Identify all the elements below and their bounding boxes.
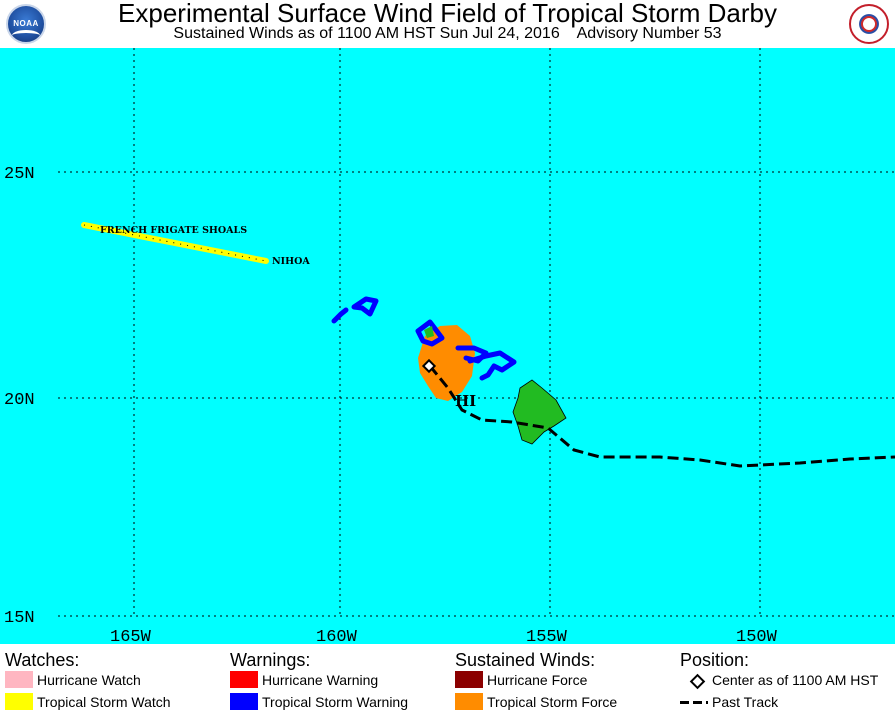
lat-label-15n: 15N [4, 609, 35, 628]
legend-hurricane-warning-label: Hurricane Warning [262, 672, 379, 688]
kauai-warning [351, 296, 379, 317]
tropical-storm-warning-swatch [230, 693, 258, 710]
noaa-logo-icon: NOAA [6, 4, 46, 44]
label-nihoa: NIHOA [272, 256, 310, 267]
nwhi-islets [83, 224, 267, 262]
legend-watches-heading: Watches: [5, 650, 80, 670]
map-title: Experimental Surface Wind Field of Tropi… [118, 0, 777, 28]
legend-hurricane-force-label: Hurricane Force [487, 672, 588, 688]
legend-tropical-storm-force-label: Tropical Storm Force [487, 694, 618, 710]
storm-center-icon [689, 673, 706, 690]
nws-logo-icon [849, 4, 889, 44]
legend-position-heading: Position: [680, 650, 750, 670]
nws-logo-center [861, 16, 877, 32]
legend-tropical-storm-watch-label: Tropical Storm Watch [37, 694, 171, 710]
hurricane-force-swatch [455, 671, 483, 688]
lon-label-160w: 160W [316, 628, 358, 644]
noaa-wave-shape [12, 30, 40, 41]
noaa-logo-text: NOAA [13, 19, 39, 28]
lat-label-20n: 20N [4, 391, 35, 410]
legend-warnings-heading: Warnings: [230, 650, 311, 670]
tropical-storm-force-swatch [455, 693, 483, 710]
legend-past-track-label: Past Track [712, 694, 779, 710]
past-track-icon [680, 701, 708, 704]
oahu-warning [415, 319, 445, 347]
map-canvas: 25N 20N 15N 165W 160W 155W 150W FRENCH F… [0, 48, 895, 647]
lat-label-25n: 25N [4, 165, 35, 184]
legend-winds-heading: Sustained Winds: [455, 650, 596, 670]
maui-warning [467, 350, 517, 381]
graticule [58, 48, 895, 617]
lon-label-155w: 155W [526, 628, 568, 644]
legend-hurricane-watch-label: Hurricane Watch [37, 672, 141, 688]
legend-tropical-storm-warning-label: Tropical Storm Warning [262, 694, 409, 710]
lon-label-150w: 150W [736, 628, 778, 644]
lon-label-165w: 165W [110, 628, 152, 644]
niihau-warning [331, 307, 349, 324]
big-island-land [512, 379, 567, 445]
storm-center-marker [421, 358, 437, 374]
map-subtitle: Sustained Winds as of 1100 AM HST Sun Ju… [173, 25, 722, 42]
legend-storm-center-label: Center as of 1100 AM HST [712, 672, 879, 688]
map-legend: Watches: Hurricane Watch Tropical Storm … [0, 644, 895, 716]
hurricane-warning-swatch [230, 671, 258, 688]
header: NOAA Experimental Surface Wind Field of … [0, 0, 895, 48]
past-track-line [428, 365, 895, 468]
wind-field-map: 25N 20N 15N 165W 160W 155W 150W FRENCH F… [0, 48, 895, 647]
hurricane-watch-swatch [5, 671, 33, 688]
tropical-storm-watch-swatch [5, 693, 33, 710]
label-hawaii-state: HI [455, 392, 476, 410]
label-french-frigate-shoals: FRENCH FRIGATE SHOALS [100, 225, 247, 236]
oahu-land [424, 326, 434, 338]
